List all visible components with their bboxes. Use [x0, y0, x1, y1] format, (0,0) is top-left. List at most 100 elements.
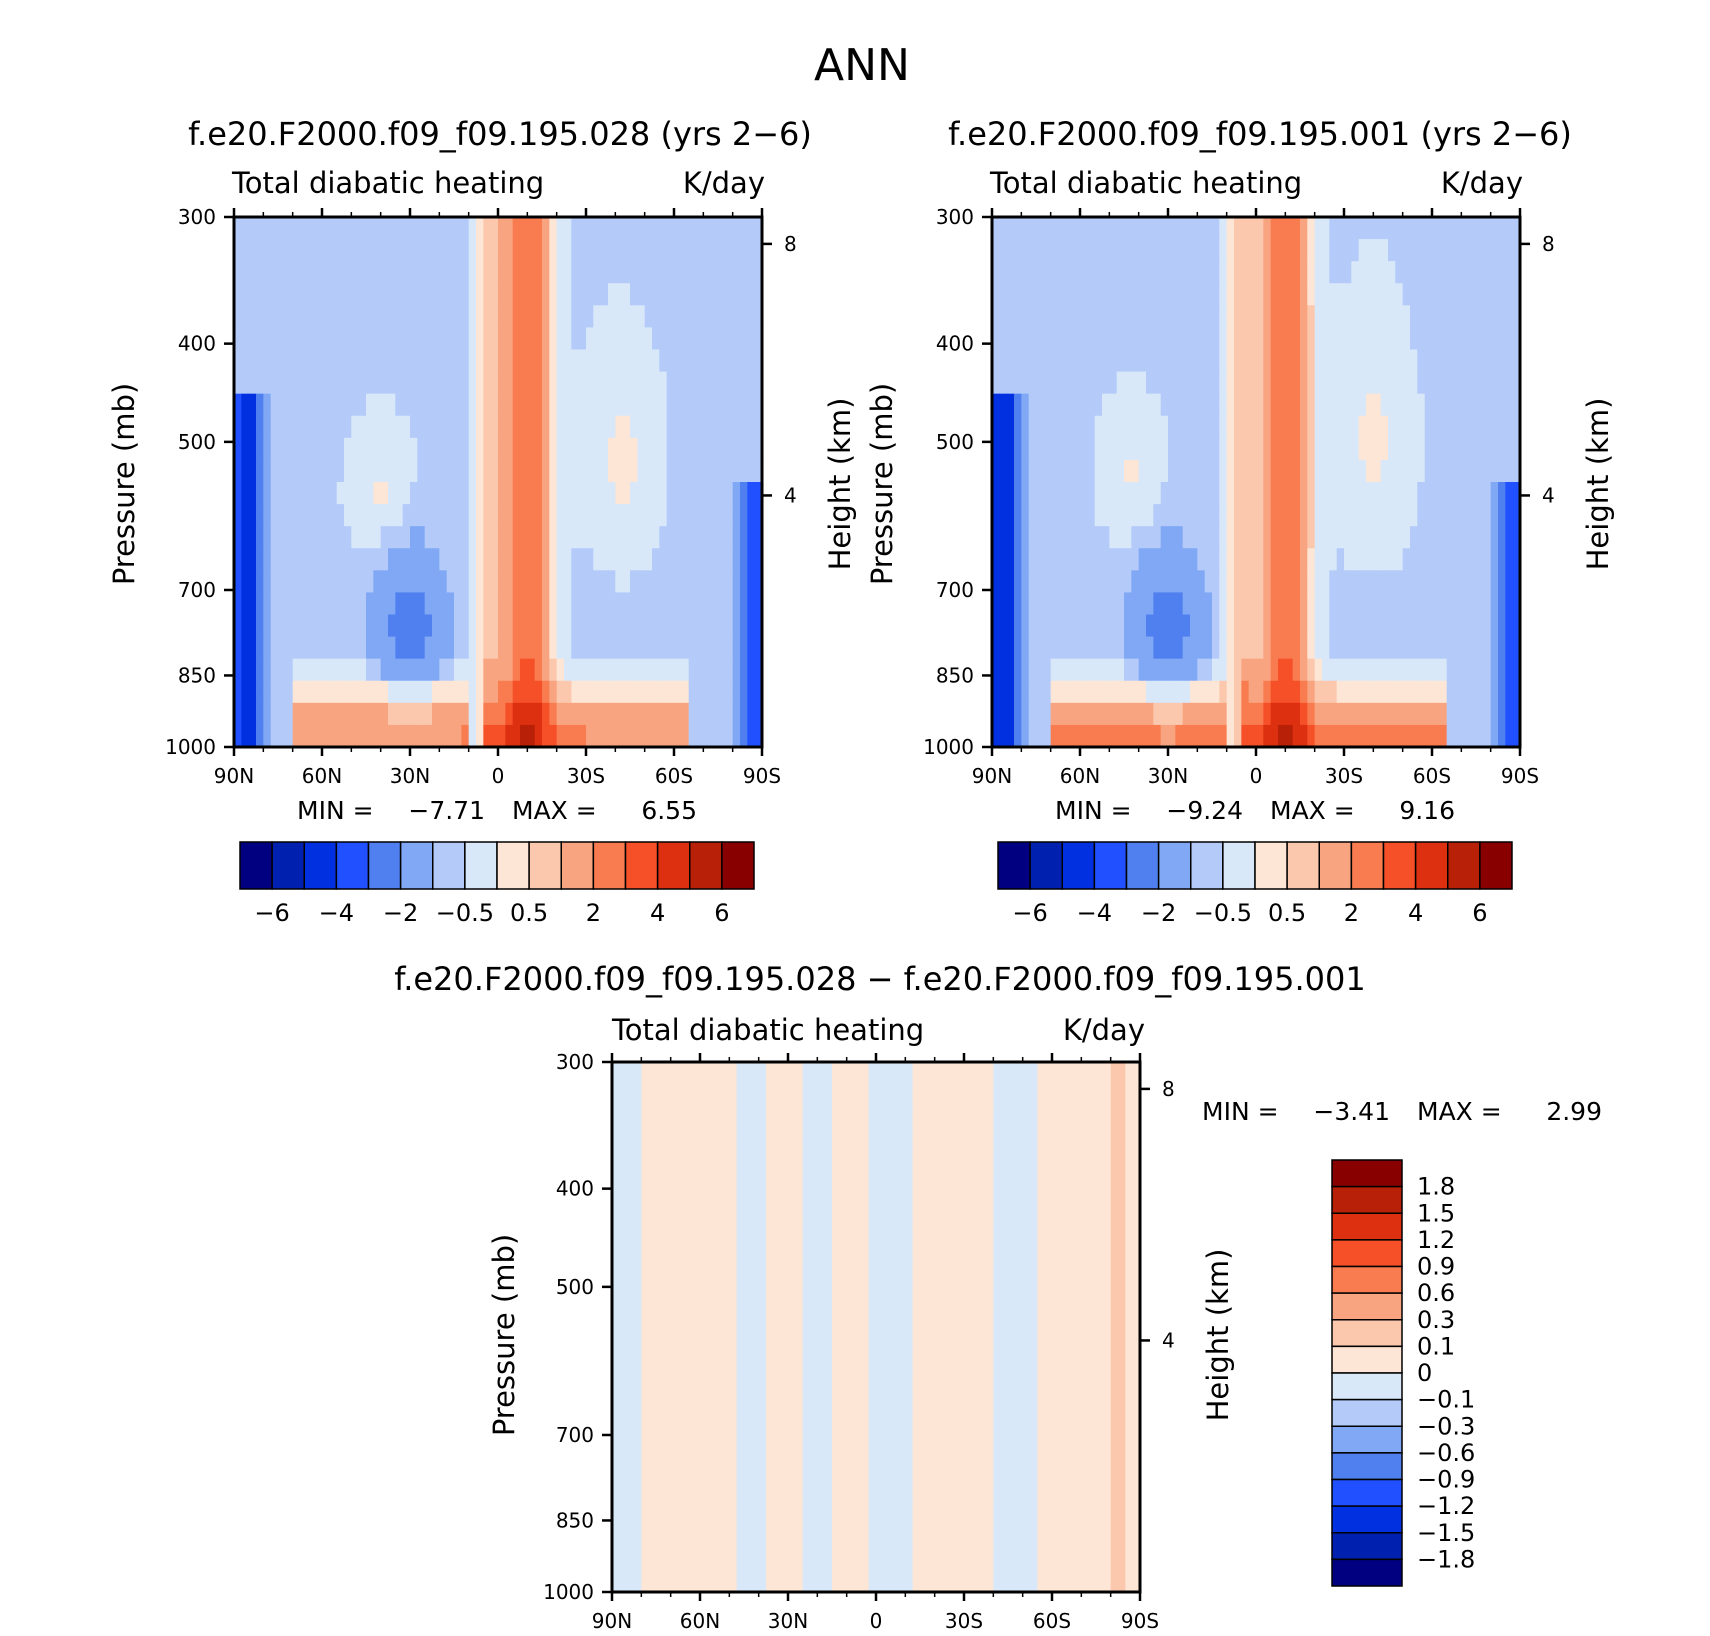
contour-cell — [285, 504, 294, 527]
contour-cell — [600, 283, 609, 306]
contour-cell — [1204, 349, 1213, 373]
contour-cell — [1490, 504, 1499, 527]
contour-cell — [1454, 724, 1462, 748]
contour-cell — [439, 393, 448, 417]
contour-cell — [1118, 1393, 1126, 1416]
contour-cell — [512, 636, 521, 660]
contour-cell — [615, 592, 624, 616]
contour-cell — [1454, 614, 1462, 638]
contour-cell — [993, 1437, 1002, 1461]
contour-cell — [498, 327, 506, 351]
contour-cell — [1014, 702, 1022, 726]
contour-cell — [336, 570, 345, 594]
contour-cell — [674, 305, 682, 329]
contour-cell — [1270, 217, 1279, 240]
contour-cell — [1483, 548, 1492, 571]
contour-cell — [1226, 217, 1235, 240]
contour-cell — [1483, 217, 1492, 240]
contour-cell — [725, 371, 734, 395]
contour-cell — [652, 592, 660, 616]
contour-cell — [1022, 1062, 1031, 1085]
contour-cell — [402, 702, 411, 726]
contour-cell — [1138, 680, 1147, 704]
contour-cell — [1366, 614, 1374, 638]
contour-cell — [839, 1415, 848, 1439]
contour-cell — [622, 415, 631, 439]
colorbar-label: −0.5 — [436, 899, 494, 927]
contour-cell — [1160, 327, 1169, 351]
contour-cell — [674, 548, 682, 571]
contour-cell — [439, 658, 448, 682]
contour-cell — [1263, 239, 1272, 262]
contour-cell — [854, 1084, 862, 1107]
contour-cell — [468, 592, 477, 616]
contour-cell — [1395, 393, 1404, 417]
contour-cell — [1080, 437, 1088, 461]
contour-cell — [571, 261, 580, 284]
contour-cell — [278, 526, 286, 549]
contour-cell — [927, 1106, 936, 1129]
contour-cell — [292, 349, 301, 373]
contour-cell — [964, 1216, 972, 1240]
contour-cell — [410, 349, 418, 373]
contour-cell — [1270, 504, 1279, 527]
contour-cell — [593, 327, 602, 351]
contour-cell — [534, 614, 543, 638]
contour-cell — [1124, 239, 1132, 262]
contour-cell — [571, 592, 580, 616]
contour-cell — [1329, 393, 1338, 417]
contour-cell — [1204, 526, 1213, 549]
contour-cell — [700, 1216, 708, 1240]
contour-cell — [707, 1238, 716, 1262]
contour-cell — [883, 1371, 892, 1394]
contour-cell — [927, 1172, 936, 1196]
contour-cell — [1395, 217, 1404, 240]
contour-cell — [773, 1216, 782, 1240]
contour-cell — [832, 1216, 840, 1240]
panel-difference: f.e20.F2000.f09_f09.195.028 − f.e20.F200… — [394, 960, 1602, 1633]
contour-cell — [868, 1172, 877, 1196]
contour-cell — [1081, 1150, 1090, 1174]
contour-cell — [534, 371, 543, 395]
contour-cell — [388, 371, 396, 395]
contour-cell — [1402, 482, 1411, 505]
contour-cell — [1072, 327, 1081, 351]
contour-cell — [1248, 504, 1257, 527]
contour-cell — [1043, 415, 1052, 439]
contour-cell — [1476, 371, 1484, 395]
contour-cell — [432, 526, 440, 549]
contour-cell — [1322, 526, 1330, 549]
contour-cell — [278, 415, 286, 439]
contour-cell — [747, 393, 756, 417]
contour-cell — [402, 570, 411, 594]
contour-cell — [1336, 526, 1345, 549]
contour-cell — [1087, 702, 1096, 726]
contour-cell — [1118, 1106, 1126, 1129]
contour-cell — [1116, 437, 1125, 461]
contour-cell — [861, 1194, 870, 1218]
contour-cell — [1000, 1194, 1009, 1218]
contour-cell — [373, 283, 382, 306]
contour-cell — [1329, 371, 1338, 395]
max-value: 6.55 — [641, 796, 697, 825]
contour-cell — [1132, 1238, 1141, 1262]
contour-cell — [868, 1128, 877, 1151]
contour-cell — [1300, 592, 1308, 616]
contour-cell — [373, 261, 382, 284]
contour-cell — [927, 1327, 936, 1350]
contour-cell — [802, 1216, 811, 1240]
contour-cell — [700, 1106, 708, 1129]
contour-cell — [703, 371, 712, 395]
contour-cell — [1234, 393, 1242, 417]
panel-subtitle-left: Total diabatic heating — [611, 1013, 924, 1047]
contour-cell — [388, 680, 396, 704]
contour-cell — [490, 459, 499, 483]
colorbar-label: 6 — [1472, 899, 1487, 927]
contour-cell — [1307, 283, 1316, 306]
contour-cell — [292, 570, 301, 594]
contour-cell — [505, 636, 514, 660]
contour-cell — [1160, 415, 1169, 439]
contour-cell — [542, 702, 550, 726]
contour-cell — [810, 1304, 818, 1328]
contour-cell — [248, 724, 257, 748]
